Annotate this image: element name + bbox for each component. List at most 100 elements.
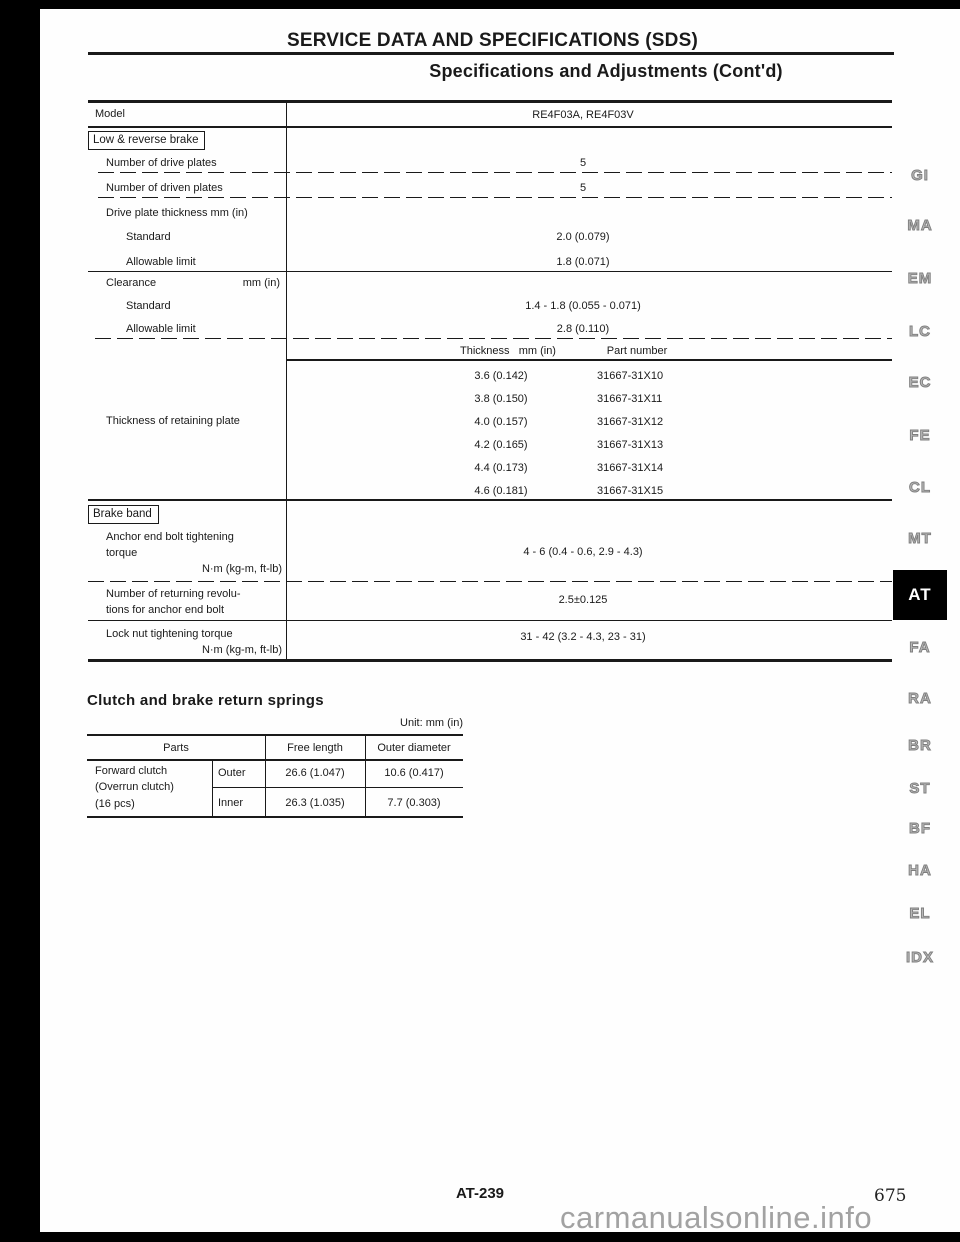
springs-row-type: Outer [218, 767, 246, 779]
page-subtitle: Specifications and Adjustments (Cont'd) [429, 61, 783, 81]
standard-label: Standard [126, 231, 171, 243]
section-tab-at-active: AT [893, 570, 947, 620]
section-tab-gi: GI [911, 167, 929, 185]
scan-edge-bottom [0, 1232, 960, 1242]
footer-page-code: AT-239 [455, 1185, 505, 1202]
table-rule [98, 197, 892, 198]
watermark-text: carmanualsonline.info [560, 1200, 873, 1235]
table-rule-bottom [88, 659, 892, 662]
returning-revolutions-value: 2.5±0.125 [558, 594, 608, 606]
anchor-torque-value: 4 - 6 (0.4 - 0.6, 2.9 - 4.3) [523, 546, 643, 558]
model-label: Model [95, 108, 125, 120]
retaining-row-part: 31667-31X10 [597, 370, 664, 382]
springs-rule-header [87, 759, 463, 761]
section-tab-st: ST [909, 780, 931, 798]
section-tab-br: BR [908, 737, 932, 755]
retaining-plate-label: Thickness of retaining plate [106, 415, 240, 427]
springs-row-outer-diameter: 7.7 (0.303) [387, 797, 441, 809]
section-tab-em: EM [907, 270, 933, 288]
springs-row-free-length: 26.3 (1.035) [285, 797, 345, 809]
model-value: RE4F03A, RE4F03V [532, 109, 634, 121]
section-tab-bf: BF [909, 820, 931, 838]
retaining-row-thickness: 4.0 (0.157) [474, 416, 528, 428]
clearance-standard-value: 1.4 - 1.8 (0.055 - 0.071) [525, 300, 641, 312]
anchor-torque-unit: N·m (kg-m, ft-lb) [201, 563, 282, 575]
section-label-brake-band: Brake band [88, 505, 159, 524]
retaining-row-part: 31667-31X12 [597, 416, 664, 428]
table-column-divider [286, 100, 287, 662]
section-tab-ec: EC [908, 374, 932, 392]
springs-divider-free-length [265, 734, 266, 818]
clearance-allowable-label: Allowable limit [126, 323, 196, 335]
table-rule [88, 620, 892, 621]
springs-divider-outer-diameter [365, 734, 366, 818]
retaining-row-thickness: 4.4 (0.173) [474, 462, 528, 474]
springs-col-parts: Parts [163, 742, 189, 754]
clearance-standard-label: Standard [126, 300, 171, 312]
page-title: SERVICE DATA AND SPECIFICATIONS (SDS) [286, 30, 698, 51]
table-rule [88, 271, 892, 272]
lock-nut-torque-value: 31 - 42 (3.2 - 4.3, 23 - 31) [520, 631, 646, 643]
section-tab-ra: RA [908, 690, 932, 708]
scan-edge-left [0, 0, 40, 1242]
retaining-col-thickness: Thickness mm (in) [460, 345, 556, 357]
springs-unit-note: Unit: mm (in) [400, 717, 463, 729]
table-rule-model-bottom [88, 126, 892, 128]
drive-plates-value: 5 [579, 157, 587, 169]
returning-revolutions-label-line2: tions for anchor end bolt [106, 604, 225, 616]
drive-plates-label: Number of drive plates [106, 157, 217, 169]
section-tab-cl: CL [909, 479, 931, 497]
section-tab-mt: MT [908, 530, 932, 548]
driven-plates-value: 5 [579, 182, 587, 194]
allowable-limit-value: 1.8 (0.071) [556, 256, 610, 268]
returning-revolutions-label-line1: Number of returning revolu- [106, 588, 241, 600]
retaining-col-part-number: Part number [606, 345, 668, 357]
section-label-low-reverse-brake: Low & reverse brake [88, 131, 206, 150]
section-tab-el: EL [909, 905, 931, 923]
lock-nut-torque-unit: N·m (kg-m, ft-lb) [201, 644, 282, 656]
drive-plate-thickness-label: Drive plate thickness mm (in) [106, 207, 248, 219]
driven-plates-label: Number of driven plates [106, 182, 223, 194]
table-rule-top [88, 100, 892, 103]
section-tab-fe: FE [909, 427, 931, 445]
retaining-row-thickness: 3.8 (0.150) [474, 393, 528, 405]
allowable-limit-label: Allowable limit [126, 256, 196, 268]
springs-rule-bottom [87, 816, 463, 818]
table-rule-section [88, 499, 892, 501]
table-rule [98, 172, 892, 173]
springs-group-label-line2: (Overrun clutch) [95, 781, 174, 793]
springs-group-label-line3: (16 pcs) [95, 798, 135, 810]
clearance-unit: mm (in) [242, 277, 280, 289]
title-underline [88, 52, 894, 55]
table-rule-subheader [286, 359, 892, 361]
section-tab-fa: FA [909, 639, 931, 657]
lock-nut-torque-label: Lock nut tightening torque [106, 628, 233, 640]
retaining-row-part: 31667-31X14 [597, 462, 664, 474]
springs-rule-row [212, 787, 463, 788]
springs-rule-top [87, 734, 463, 736]
springs-title: Clutch and brake return springs [87, 692, 324, 709]
anchor-torque-label-line2: torque [106, 547, 138, 559]
section-tab-idx: IDX [905, 949, 934, 967]
springs-divider-sub [212, 759, 213, 817]
scan-edge-top [0, 0, 960, 9]
retaining-row-part: 31667-31X13 [597, 439, 664, 451]
section-tab-ma: MA [907, 217, 933, 235]
section-tab-ha: HA [908, 862, 932, 880]
retaining-row-thickness: 3.6 (0.142) [474, 370, 528, 382]
springs-row-outer-diameter: 10.6 (0.417) [384, 767, 444, 779]
retaining-row-part: 31667-31X11 [597, 393, 663, 405]
springs-col-free-length: Free length [287, 742, 343, 754]
springs-group-label-line1: Forward clutch [95, 765, 168, 777]
table-rule [95, 338, 892, 339]
retaining-row-part: 31667-31X15 [597, 485, 664, 497]
retaining-row-thickness: 4.6 (0.181) [474, 485, 528, 497]
retaining-row-thickness: 4.2 (0.165) [474, 439, 528, 451]
clearance-allowable-value: 2.8 (0.110) [556, 323, 610, 335]
clearance-label: Clearance [106, 277, 157, 289]
table-rule [88, 581, 892, 582]
springs-col-outer-diameter: Outer diameter [377, 742, 451, 754]
footer-page-number: 675 [874, 1186, 907, 1206]
anchor-torque-label-line1: Anchor end bolt tightening [106, 531, 234, 543]
